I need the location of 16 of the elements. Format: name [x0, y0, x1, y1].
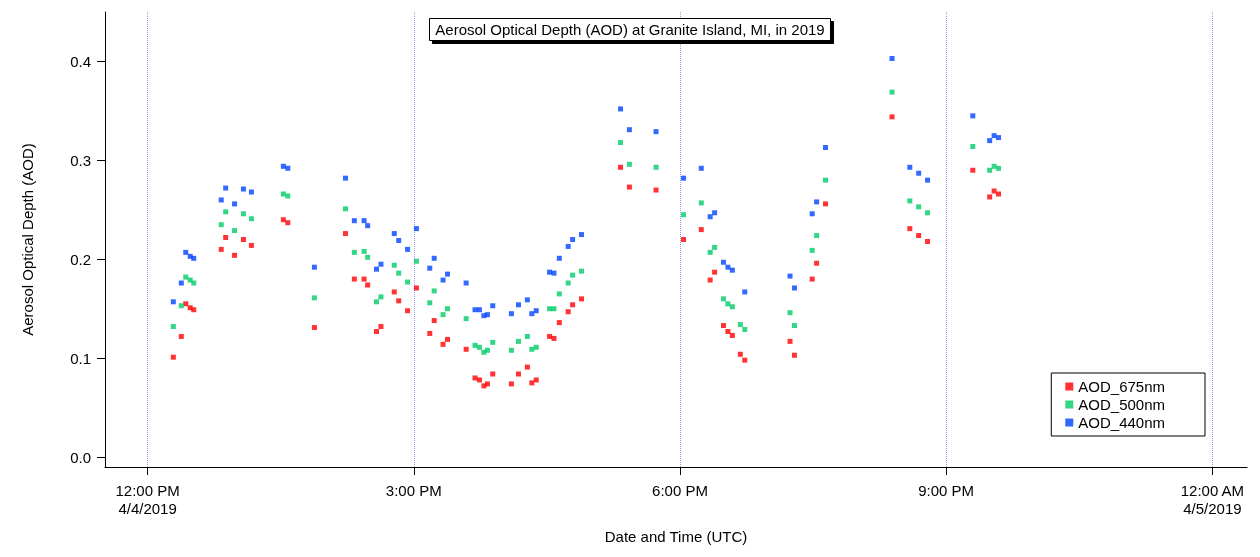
legend-label: AOD_675nm [1078, 378, 1166, 395]
y-tick-label: 0.3 [70, 151, 91, 169]
legend-label: AOD_500nm [1078, 396, 1166, 413]
y-tick-label: 0.1 [70, 349, 91, 367]
x-tick-label: 12:00 AM 4/5/2019 [1180, 481, 1245, 517]
x-tick-label: 12:00 PM 4/4/2019 [115, 481, 180, 517]
x-tick-label: 6:00 PM [652, 481, 708, 499]
y-axis-title: Aerosol Optical Depth (AOD) [19, 143, 36, 336]
y-tick-label: 0.0 [70, 448, 91, 466]
x-tick-label: 9:00 PM [918, 481, 975, 499]
x-tick-label: 3:00 PM [385, 481, 442, 499]
y-tick-label: 0.4 [70, 52, 91, 70]
legend-label: AOD_440nm [1078, 414, 1166, 431]
x-axis-title: Date and Time (UTC) [604, 528, 748, 545]
y-tick-label: 0.2 [70, 250, 91, 268]
text: Aerosol Optical Depth (AOD) at Granite Island, MI, in 2019 [435, 21, 825, 38]
